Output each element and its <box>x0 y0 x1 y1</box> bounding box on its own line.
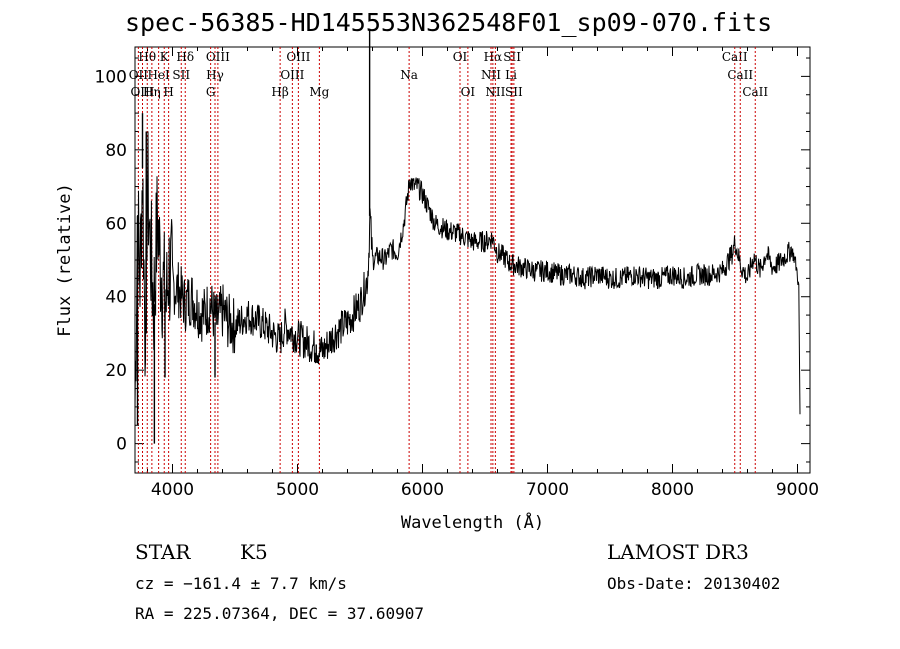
y-axis-label: Flux (relative) <box>55 183 75 337</box>
line-marker-label: Mg <box>309 85 329 99</box>
spectrum-series <box>134 28 801 444</box>
line-marker-label: Hδ <box>176 50 194 64</box>
line-marker-label: CaII <box>722 50 748 64</box>
spectral-subclass: K5 <box>240 540 268 564</box>
object-class: STAR <box>135 540 191 564</box>
line-marker-label: SII <box>172 68 190 82</box>
y-tick-label: 40 <box>105 288 127 308</box>
line-marker-label: Na <box>400 68 418 82</box>
line-marker-label: NII <box>481 68 501 82</box>
line-marker-label: H <box>163 85 173 99</box>
line-marker-label: Hγ <box>206 68 224 82</box>
y-tick-label: 20 <box>105 361 127 381</box>
line-marker-label: Hβ <box>271 85 288 99</box>
y-tick-label: 100 <box>95 67 127 87</box>
x-axis-label: Wavelength (Å) <box>401 511 544 533</box>
line-marker-label: Hα <box>484 50 503 64</box>
line-marker-label: K <box>160 50 170 64</box>
line-marker-label: OII <box>129 68 149 82</box>
y-tick-label: 60 <box>105 214 127 234</box>
line-marker-label: G <box>206 85 216 99</box>
chart-title: spec-56385-HD145553N362548F01_sp09-070.f… <box>125 8 773 37</box>
plot-frame <box>134 46 811 474</box>
line-marker-label: SII <box>505 85 523 99</box>
line-marker-label: NII <box>485 85 505 99</box>
x-tick-label: 8000 <box>651 480 694 500</box>
line-marker-label: OIII <box>206 50 230 64</box>
observation-date: Obs-Date: 20130402 <box>607 574 781 593</box>
x-tick-label: 4000 <box>151 480 194 500</box>
line-marker-label: HeI <box>147 68 170 82</box>
line-marker-label: OIII <box>280 68 304 82</box>
axes: 4000 5000 6000 7000 8000 9000 0 20 40 60 80 100 <box>95 46 819 500</box>
line-marker-label: OI <box>461 85 476 99</box>
x-tick-label: 5000 <box>276 480 319 500</box>
line-marker-label: Hη <box>143 85 161 99</box>
line-marker-label: Hθ <box>138 50 156 64</box>
y-tick-label: 80 <box>105 141 127 161</box>
x-tick-label: 6000 <box>401 480 444 500</box>
line-marker-label: CaII <box>727 68 753 82</box>
line-marker-label: Li <box>505 68 517 82</box>
line-marker-label: CaII <box>742 85 768 99</box>
line-marker-label: OIII <box>286 50 310 64</box>
line-marker-label: OI <box>453 50 468 64</box>
x-tick-label: 7000 <box>526 480 569 500</box>
line-marker-label: SII <box>503 50 521 64</box>
survey-name: LAMOST DR3 <box>607 540 749 564</box>
redshift-readout: cz = −161.4 ± 7.7 km/s <box>135 574 347 593</box>
line-marker-label: OIII <box>130 85 154 99</box>
y-tick-label: 0 <box>116 435 127 455</box>
x-tick-label: 9000 <box>776 480 819 500</box>
coordinates-readout: RA = 225.07364, DEC = 37.60907 <box>135 604 424 623</box>
spectrum-line <box>134 131 801 415</box>
